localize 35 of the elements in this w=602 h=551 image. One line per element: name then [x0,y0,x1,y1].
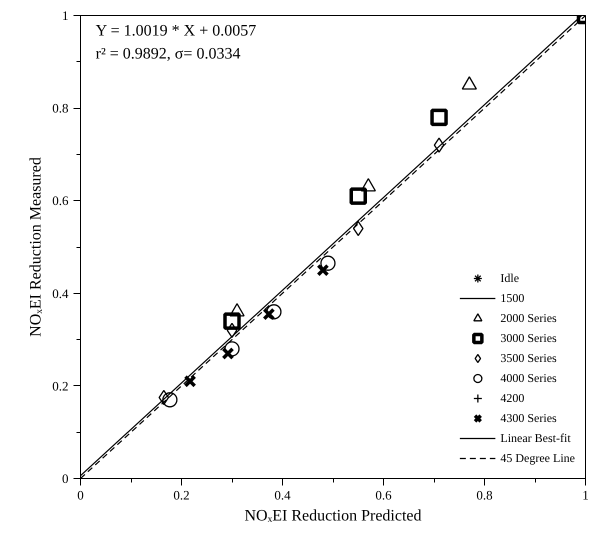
x-tick-label: 0 [77,488,84,502]
annotation: Y = 1.0019 * X + 0.0057 [96,22,256,40]
y-tick-label: 0.6 [52,193,69,208]
point [262,308,276,320]
x-axis-title: NOₓEI Reduction Predicted [244,508,422,524]
y-axis-title: NOₓEI Reduction Measured [27,157,44,337]
legend-label: 3500 Series [500,350,557,366]
legend-label: 45 Degree Line [500,450,575,466]
x-tick-label: 1 [582,488,589,502]
annotation: r² = 0.9892, σ= 0.0334 [96,46,240,63]
point [430,108,448,126]
legend-label: 4000 Series [500,370,557,386]
y-tick-label: 0.4 [52,286,69,301]
legend-label: 4300 Series [500,410,557,426]
point [316,264,330,276]
y-tick-label: 0 [62,471,68,486]
legend-label: Idle [500,270,520,286]
x-tick-label: 0.6 [375,488,392,502]
x-tick-label: 0.2 [173,488,190,502]
point [222,347,234,360]
y-tick-label: 0.2 [52,378,68,394]
point [350,187,367,205]
legend-label: 4200 [500,390,524,406]
point [223,312,241,330]
y-tick-label: 1 [62,8,68,23]
legend-label: 2000 Series [500,310,557,326]
legend-label: 1500 [500,290,524,306]
x-tick-label: 0.8 [476,488,493,502]
y-tick-label: 0.8 [52,100,68,116]
legend-label: 3000 Series [500,330,557,346]
point [184,374,196,388]
point [226,322,238,338]
legend-label: Linear Best-fit [500,430,571,446]
x-tick-label: 0.4 [274,488,292,502]
point [352,220,364,236]
